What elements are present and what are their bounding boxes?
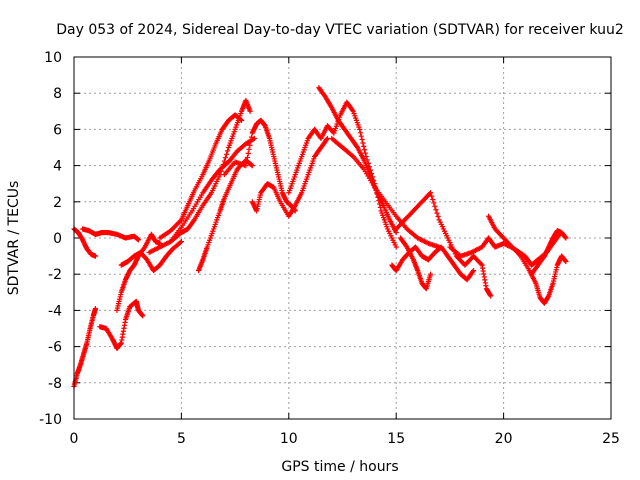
- y-tick-label: 6: [53, 122, 62, 138]
- series-track-b: [71, 226, 99, 259]
- x-axis-label: GPS time / hours: [281, 459, 398, 475]
- series-track-d: [97, 298, 146, 352]
- chart-title: Day 053 of 2024, Sidereal Day-to-day VTE…: [56, 22, 624, 38]
- data-point: [135, 237, 142, 243]
- data-point: [433, 207, 439, 213]
- data-point: [427, 190, 434, 196]
- data-point: [248, 134, 255, 140]
- data-point: [178, 239, 184, 245]
- data-point: [251, 135, 258, 142]
- data-point: [432, 203, 438, 209]
- x-tick-label: 25: [602, 431, 620, 447]
- data-point: [238, 117, 245, 123]
- data-point: [244, 158, 250, 165]
- data-points: [71, 85, 569, 390]
- data-point: [361, 147, 368, 153]
- data-point: [247, 108, 253, 114]
- series-track-l: [249, 135, 331, 219]
- y-tick-label: 8: [53, 86, 62, 102]
- data-point: [403, 243, 409, 249]
- series-track-f: [118, 239, 184, 274]
- data-point: [393, 244, 399, 250]
- data-point: [249, 163, 255, 169]
- data-point: [354, 143, 360, 149]
- y-tick-label: 0: [53, 231, 62, 247]
- data-point: [517, 252, 523, 258]
- series-track-c: [79, 226, 142, 243]
- x-tick-label: 0: [70, 431, 79, 447]
- series-track-j: [195, 157, 255, 274]
- series-track-a: [71, 305, 99, 390]
- data-point: [92, 253, 99, 259]
- series-track-n: [316, 85, 399, 236]
- data-point: [430, 196, 436, 203]
- x-tick-label: 10: [280, 431, 298, 447]
- x-tick-label: 15: [387, 431, 405, 447]
- data-point: [470, 269, 476, 275]
- data-point: [357, 130, 364, 136]
- y-tick-label: -8: [48, 376, 62, 392]
- series-track-m: [286, 99, 399, 250]
- plot-frame: [73, 56, 612, 420]
- data-point: [140, 313, 146, 319]
- series-track-u: [528, 228, 569, 277]
- data-point: [244, 154, 251, 161]
- series-track-q: [397, 235, 434, 292]
- data-point: [141, 245, 147, 251]
- x-tick-label: 20: [495, 431, 513, 447]
- data-point: [429, 193, 435, 199]
- series-track-i: [168, 135, 258, 245]
- y-tick-label: -10: [39, 412, 62, 428]
- data-point: [563, 235, 569, 241]
- data-point: [360, 140, 366, 146]
- data-point: [434, 210, 440, 216]
- y-tick-label: 2: [53, 195, 62, 211]
- data-point: [246, 146, 252, 152]
- data-point: [224, 148, 231, 154]
- axis-ticks: 0 5 10 15 20 25 -10 -8 -6 -4 -2 0 2 4 6 8 10: [39, 50, 620, 447]
- data-point: [358, 133, 364, 139]
- data-point: [238, 117, 244, 123]
- y-tick-label: -4: [48, 303, 62, 319]
- data-point: [357, 126, 363, 132]
- data-point: [470, 267, 477, 274]
- data-point: [435, 213, 441, 220]
- data-point: [488, 293, 494, 299]
- data-point: [349, 107, 356, 113]
- series-track-k: [221, 117, 298, 214]
- series-track-p: [389, 244, 477, 283]
- data-point: [248, 162, 255, 168]
- data-point: [324, 136, 330, 143]
- series-track-s: [447, 231, 563, 268]
- y-axis-label: SDTVAR / TECUs: [6, 181, 22, 296]
- data-point: [221, 158, 227, 164]
- data-point: [359, 136, 365, 143]
- data-point: [223, 151, 230, 157]
- y-tick-label: -6: [48, 340, 62, 356]
- y-tick-label: 10: [44, 50, 62, 66]
- data-point: [190, 218, 197, 224]
- series-track-h: [157, 112, 245, 241]
- data-point: [478, 261, 484, 267]
- data-point: [247, 142, 253, 148]
- data-point: [177, 239, 183, 246]
- series-track-r: [393, 190, 494, 299]
- data-point: [362, 150, 368, 156]
- y-tick-label: 4: [53, 159, 62, 175]
- data-point: [222, 155, 229, 161]
- data-point: [563, 258, 569, 265]
- data-point: [431, 200, 437, 206]
- data-point: [248, 138, 254, 144]
- data-point: [427, 271, 434, 277]
- series-track-o: [329, 135, 442, 250]
- x-tick-label: 5: [177, 431, 186, 447]
- y-tick-label: -2: [48, 267, 62, 283]
- data-point: [243, 163, 249, 169]
- data-point: [361, 143, 367, 149]
- data-point: [245, 150, 251, 156]
- data-point: [92, 305, 99, 312]
